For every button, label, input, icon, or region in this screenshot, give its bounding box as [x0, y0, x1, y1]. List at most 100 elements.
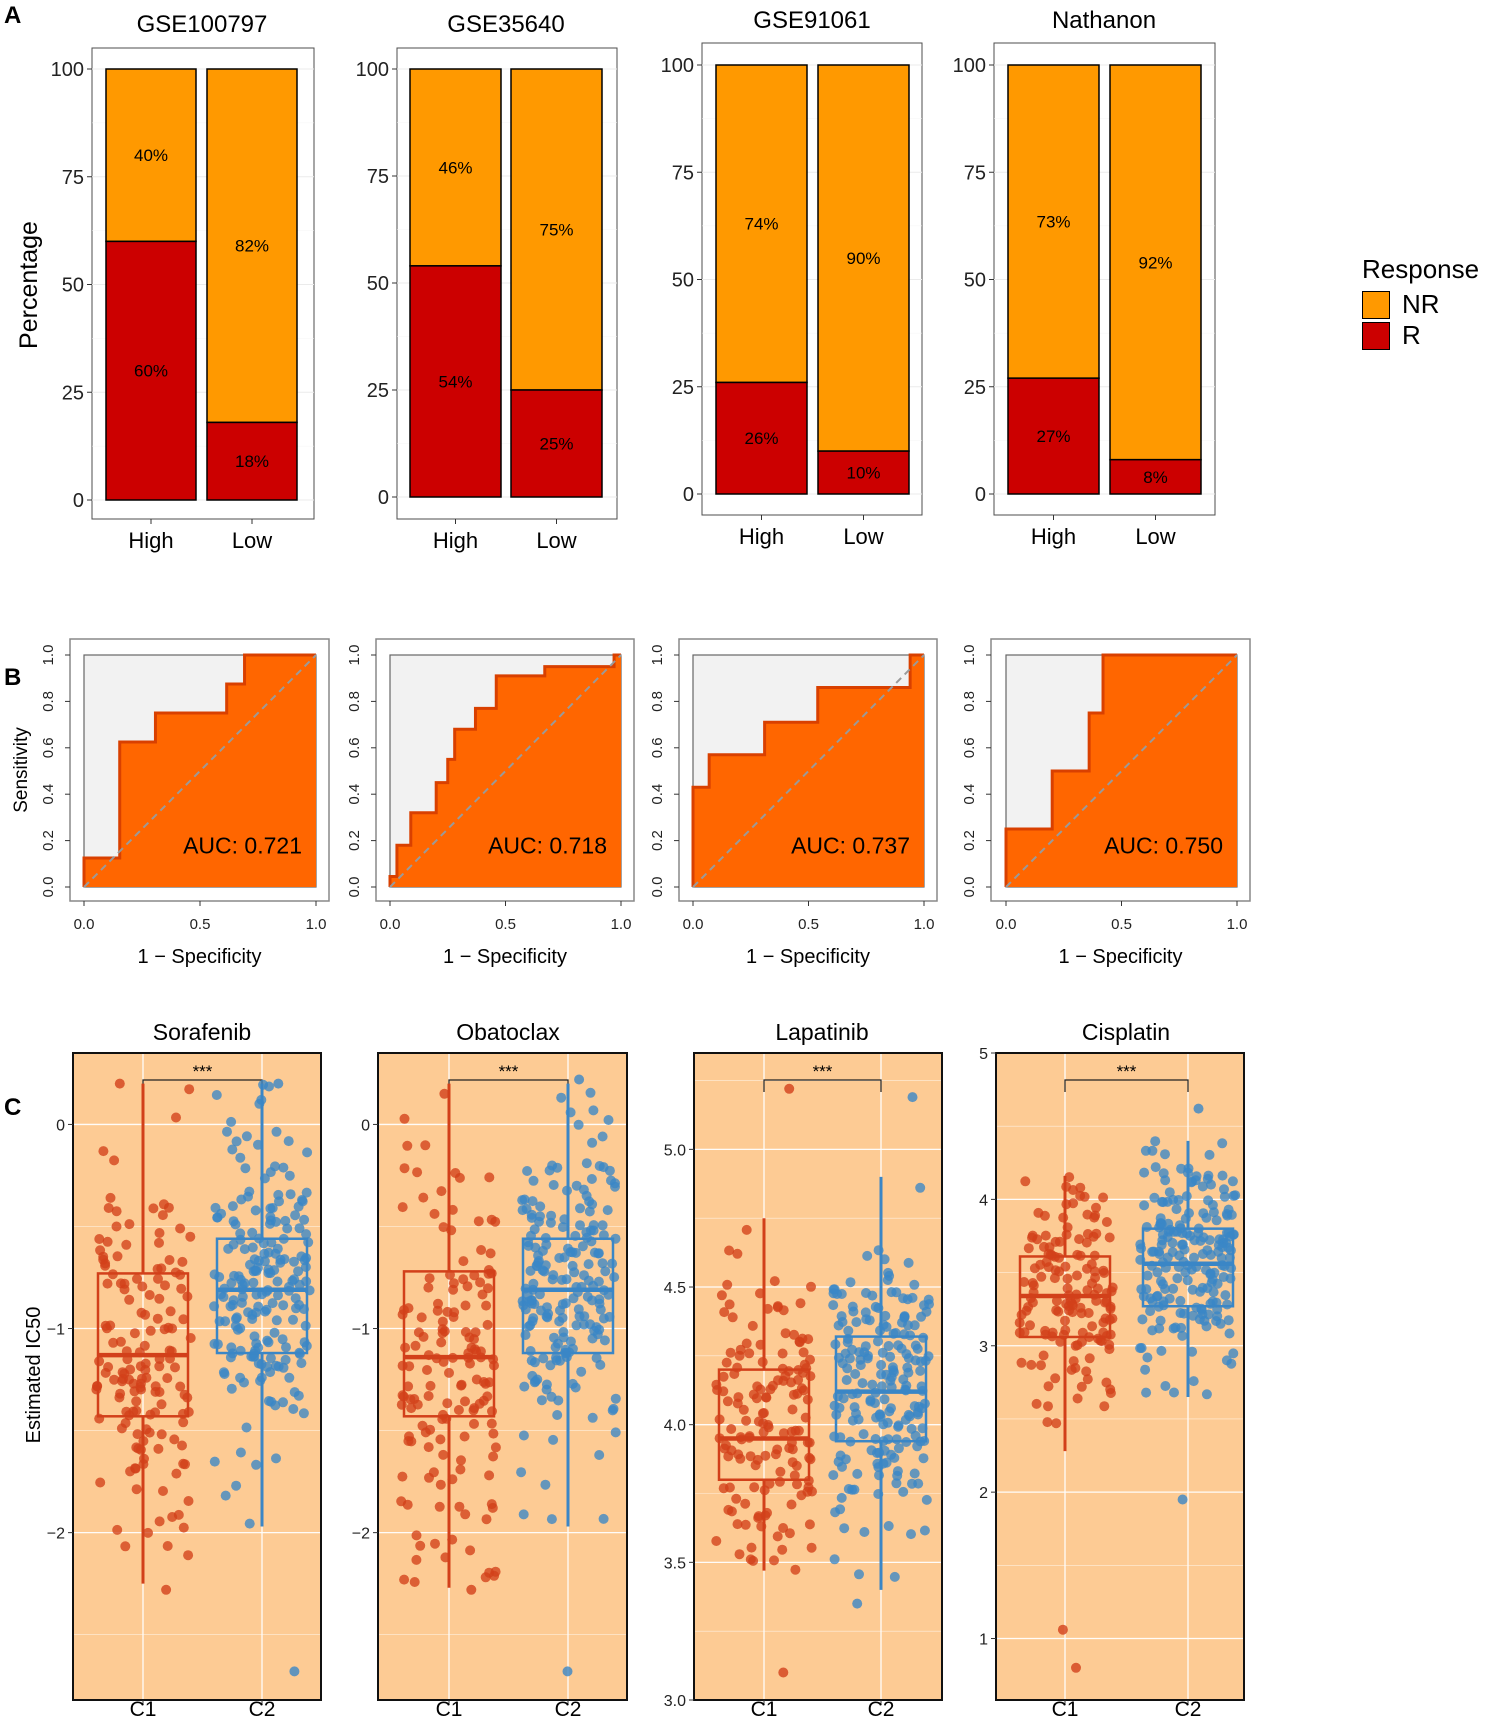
data-point: [297, 1196, 308, 1207]
data-point: [283, 1136, 294, 1147]
x-tick-label: 0.0: [380, 916, 401, 933]
x-tick-label: High: [1031, 524, 1076, 549]
y-tick-label: 4.5: [664, 1280, 686, 1297]
data-point: [271, 1315, 282, 1326]
data-point: [148, 1203, 159, 1214]
data-point: [488, 1428, 499, 1439]
data-point: [115, 1278, 126, 1289]
data-point: [1145, 1306, 1156, 1317]
data-label-r: 18%: [235, 452, 269, 471]
data-point: [798, 1347, 809, 1358]
data-point: [581, 1158, 592, 1169]
y-tick-label: 0.8: [346, 691, 363, 712]
data-point: [608, 1403, 619, 1414]
data-point: [870, 1434, 881, 1444]
data-point: [178, 1417, 189, 1428]
data-point: [1075, 1182, 1086, 1193]
data-point: [838, 1393, 849, 1404]
y-tick-label: 3: [979, 1339, 988, 1356]
data-point: [259, 1248, 270, 1259]
data-point: [778, 1523, 789, 1533]
data-point: [1170, 1322, 1181, 1333]
data-point: [725, 1347, 736, 1358]
data-point: [115, 1336, 126, 1347]
data-point: [726, 1424, 737, 1434]
data-point: [226, 1342, 237, 1353]
data-point: [1040, 1230, 1051, 1241]
data-point: [898, 1293, 909, 1304]
data-point: [570, 1382, 581, 1393]
data-point: [260, 1306, 271, 1317]
data-point: [1083, 1308, 1094, 1318]
roc-chart-b3: AUC: 0.737 0.0 0.5 1.0 0.0 0.2 0.4 0.6 0.8 1.0 1 −…: [649, 638, 938, 968]
data-point: [857, 1378, 868, 1389]
bar-chart-a1: GSE100797 0 25 50 75 100 40% 60% High 82% 18% Low Pe…: [15, 11, 315, 553]
data-point: [169, 1434, 180, 1445]
outlier-point: [1177, 1494, 1188, 1505]
data-point: [1068, 1356, 1079, 1367]
data-point: [1140, 1364, 1151, 1375]
data-point: [1182, 1275, 1193, 1286]
data-point: [912, 1343, 923, 1354]
data-point: [915, 1356, 926, 1367]
data-point: [231, 1136, 242, 1147]
panel-b-label: B: [4, 664, 22, 691]
data-point: [100, 1260, 111, 1271]
data-point: [263, 1337, 274, 1348]
data-point: [482, 1391, 493, 1402]
data-point: [1142, 1270, 1153, 1281]
data-point: [786, 1499, 797, 1510]
data-point: [571, 1320, 582, 1331]
y-tick-label: 1.0: [961, 645, 978, 666]
data-point: [597, 1220, 608, 1231]
data-point: [603, 1115, 614, 1125]
data-point: [460, 1300, 471, 1311]
data-point: [525, 1346, 536, 1356]
data-point: [1152, 1267, 1163, 1278]
data-label-nr: 92%: [1138, 253, 1172, 272]
data-point: [791, 1460, 802, 1471]
x-tick-label: C1: [751, 1698, 778, 1719]
y-tick-label: 0: [378, 487, 389, 509]
data-point: [273, 1189, 284, 1200]
outlier-point: [1071, 1662, 1081, 1673]
data-point: [778, 1428, 789, 1439]
panel-c-label: C: [4, 1094, 22, 1121]
data-point: [183, 1496, 194, 1506]
data-point: [852, 1468, 863, 1479]
x-tick-label: 1.0: [306, 916, 327, 933]
data-point: [886, 1403, 896, 1414]
data-point: [233, 1271, 244, 1282]
data-point: [290, 1210, 301, 1221]
y-tick-label: 0: [56, 1117, 65, 1134]
data-point: [526, 1212, 537, 1223]
data-point: [435, 1434, 446, 1445]
plot-frame: [72, 1052, 322, 1701]
data-point: [450, 1168, 461, 1178]
y-tick-label: 0.6: [961, 737, 978, 758]
data-point: [902, 1362, 913, 1373]
bar-r: [1007, 377, 1100, 495]
data-point: [587, 1137, 598, 1148]
data-point: [428, 1467, 439, 1478]
data-point: [1201, 1321, 1212, 1332]
data-point: [490, 1442, 501, 1453]
y-tick-label: 0.6: [346, 737, 363, 758]
data-point: [584, 1206, 595, 1217]
data-point: [718, 1371, 729, 1382]
data-point: [397, 1202, 408, 1213]
data-point: [532, 1374, 543, 1385]
data-point: [602, 1205, 613, 1216]
data-point: [487, 1406, 497, 1417]
data-point: [267, 1298, 278, 1309]
data-point: [231, 1313, 241, 1324]
data-point: [1036, 1271, 1047, 1282]
data-point: [585, 1225, 596, 1236]
box: [96, 1272, 190, 1418]
data-label-r: 26%: [744, 429, 778, 448]
data-point: [301, 1187, 312, 1198]
data-point: [540, 1479, 551, 1490]
data-point: [544, 1165, 555, 1176]
y-axis-label: Estimated IC50: [23, 1307, 45, 1444]
data-point: [1137, 1314, 1148, 1325]
